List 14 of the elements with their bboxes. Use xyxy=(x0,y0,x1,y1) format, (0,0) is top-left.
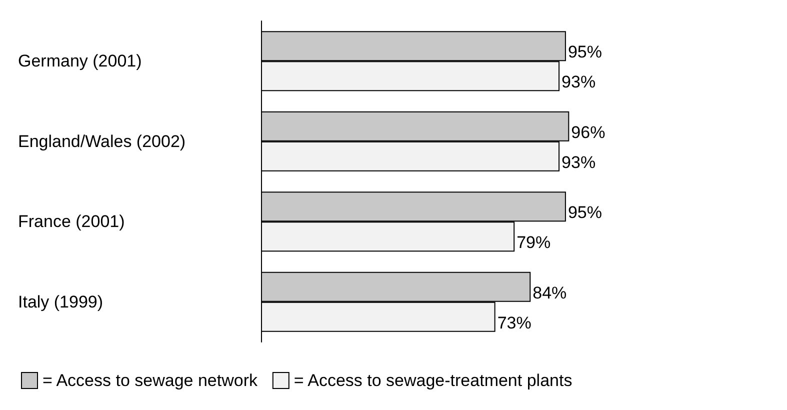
data-label: 95% xyxy=(568,42,602,62)
y-tick-label: Germany (2001) xyxy=(18,52,142,71)
y-tick-label: France (2001) xyxy=(18,212,125,232)
legend-label: = Access to sewage-treatment plants xyxy=(294,371,572,390)
data-label: 79% xyxy=(516,233,551,252)
data-label: 95% xyxy=(568,203,602,222)
data-label: 96% xyxy=(571,122,606,142)
y-tick-label: England/Wales (2002) xyxy=(18,132,186,151)
data-label: 93% xyxy=(562,72,596,92)
y-tick-label: Italy (1999) xyxy=(18,292,104,312)
data-label: 73% xyxy=(497,313,532,332)
data-label: 84% xyxy=(532,283,567,302)
legend-label: = Access to sewage network xyxy=(42,371,258,390)
data-label: 93% xyxy=(562,152,596,172)
